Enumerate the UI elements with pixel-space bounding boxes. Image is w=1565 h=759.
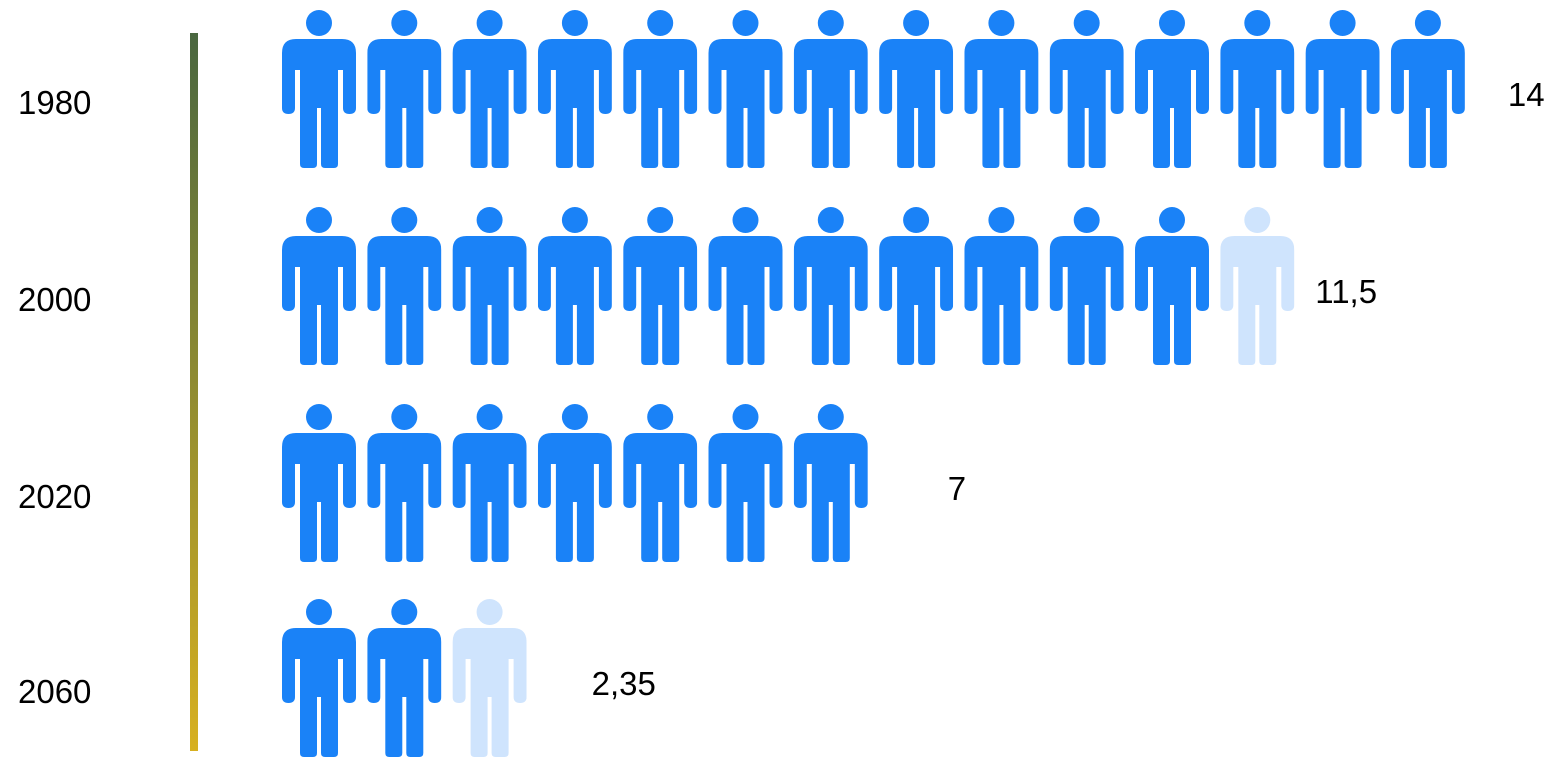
person-icon — [708, 10, 783, 168]
person-icon — [282, 404, 356, 562]
value-label-2020: 7 — [948, 470, 966, 507]
value-label-2060: 2,35 — [592, 665, 656, 702]
category-label-2000: 2000 — [18, 281, 91, 318]
person-icon — [367, 10, 442, 168]
person-icon — [282, 207, 356, 365]
person-icon-shape — [537, 404, 612, 562]
person-icon-shape — [793, 10, 868, 168]
category-label-2060: 2060 — [18, 673, 91, 710]
person-icon-shape — [879, 10, 954, 168]
person-icon-shape — [367, 10, 442, 168]
person-icon — [793, 207, 868, 365]
person-icon-faded — [1220, 207, 1295, 365]
person-icon — [879, 10, 954, 168]
person-icon-shape — [282, 404, 356, 562]
person-icon-shape — [1220, 10, 1295, 168]
person-icon-shape — [1049, 10, 1124, 168]
rows-group: 1980 14 2000 11,5 2020 7 2060 2,35 — [18, 10, 1545, 757]
row-1980: 1980 14 — [18, 10, 1545, 168]
person-icon-shape — [1390, 10, 1465, 168]
person-icon — [1135, 207, 1209, 365]
person-icon — [1049, 10, 1124, 168]
person-icon — [452, 404, 527, 562]
person-icon — [1135, 10, 1209, 168]
person-icon — [537, 10, 612, 168]
person-icon — [452, 10, 527, 168]
person-icon — [623, 207, 698, 365]
person-icon — [452, 207, 527, 365]
person-icon-shape — [367, 404, 442, 562]
person-icon-shape — [708, 404, 783, 562]
category-label-2020: 2020 — [18, 478, 91, 515]
person-icon — [537, 404, 612, 562]
person-icon-shape — [452, 404, 527, 562]
person-icon-shape — [282, 599, 356, 757]
person-icon-shape — [367, 207, 442, 365]
row-2020: 2020 7 — [18, 404, 966, 562]
person-icon-shape — [367, 599, 442, 757]
person-icon-shape — [1049, 207, 1124, 365]
person-icon-shape — [964, 10, 1039, 168]
row-2060: 2060 2,35 — [18, 599, 656, 757]
person-icon — [964, 207, 1039, 365]
person-icon — [793, 10, 868, 168]
category-label-1980: 1980 — [18, 84, 91, 121]
person-icon-shape — [1135, 10, 1209, 168]
person-icon-shape — [537, 207, 612, 365]
person-icon-shape — [879, 207, 954, 365]
category-axis-line — [190, 33, 198, 751]
person-icon-shape — [537, 10, 612, 168]
person-icon-shape — [1305, 10, 1380, 168]
person-icon — [708, 404, 783, 562]
person-icon — [537, 207, 612, 365]
person-icon-shape — [623, 404, 698, 562]
person-icon — [623, 404, 698, 562]
person-icon — [879, 207, 954, 365]
person-icon — [1390, 10, 1465, 168]
person-icon — [793, 404, 868, 562]
person-icon — [367, 599, 442, 757]
person-icon-faded — [452, 599, 527, 757]
person-icon-shape — [708, 207, 783, 365]
person-icon-shape — [1135, 207, 1209, 365]
person-icon — [367, 404, 442, 562]
person-icon — [282, 599, 356, 757]
person-icon — [964, 10, 1039, 168]
person-icon-shape — [623, 10, 698, 168]
person-icon-partial — [452, 599, 527, 757]
person-icon-shape — [708, 10, 783, 168]
person-icon — [708, 207, 783, 365]
person-icon-shape — [793, 404, 868, 562]
row-2000: 2000 11,5 — [18, 207, 1377, 365]
person-icon-shape — [282, 207, 356, 365]
person-icon-shape — [452, 207, 527, 365]
value-label-2000: 11,5 — [1315, 273, 1377, 310]
person-icon-shape — [964, 207, 1039, 365]
person-icon — [1049, 207, 1124, 365]
person-icon — [282, 10, 356, 168]
person-icon-shape — [282, 10, 356, 168]
person-icon — [1220, 10, 1295, 168]
value-label-1980: 14 — [1508, 76, 1545, 113]
person-icon — [367, 207, 442, 365]
person-icon-shape — [793, 207, 868, 365]
person-icon — [1305, 10, 1380, 168]
person-icon — [623, 10, 698, 168]
person-icon-shape — [452, 10, 527, 168]
person-icon-partial — [1220, 207, 1295, 365]
person-icon-shape — [623, 207, 698, 365]
